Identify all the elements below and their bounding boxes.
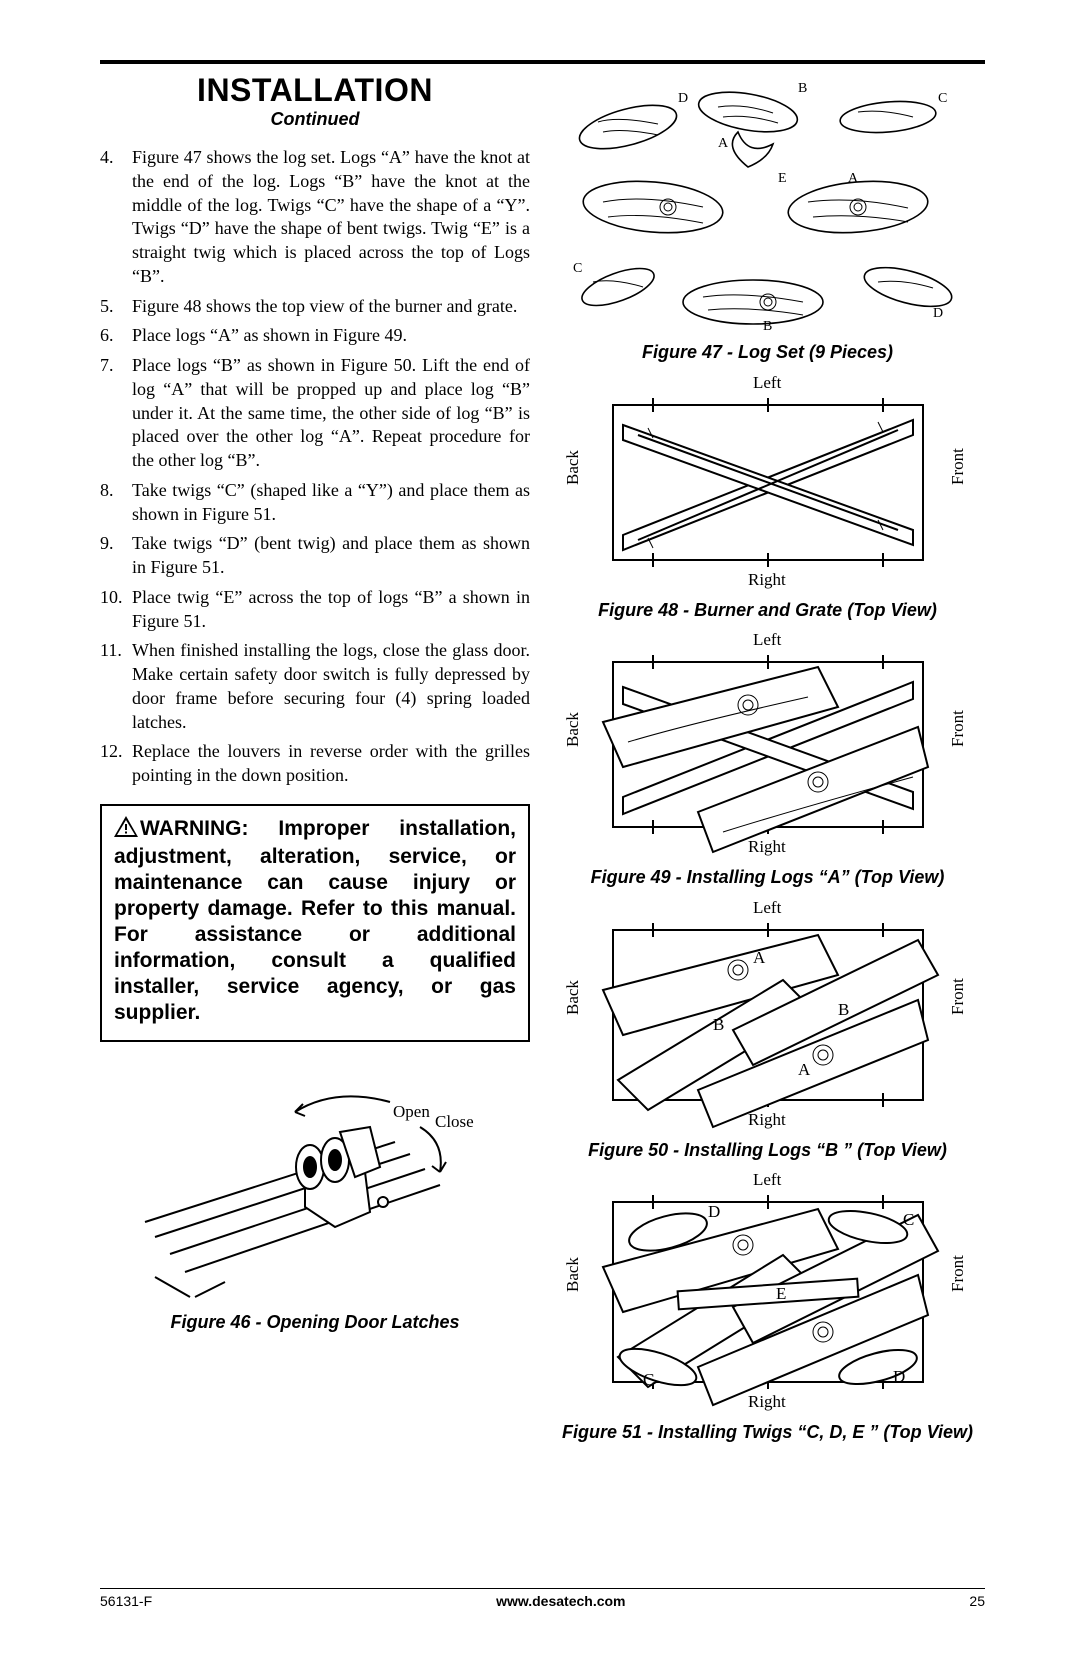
svg-text:D: D	[893, 1367, 905, 1386]
svg-text:B: B	[838, 1000, 849, 1019]
svg-text:Back: Back	[563, 449, 582, 484]
svg-text:Left: Left	[753, 373, 782, 392]
step-text: Replace the louvers in reverse order wit…	[132, 740, 530, 788]
step-text: Take twigs “C” (shaped like a “Y”) and p…	[132, 479, 530, 527]
step-8: 8.Take twigs “C” (shaped like a “Y”) and…	[100, 479, 530, 527]
step-num: 10.	[100, 586, 132, 634]
svg-text:D: D	[933, 306, 943, 321]
svg-text:B: B	[798, 81, 807, 96]
figure-48: Left Right Back Front	[550, 370, 985, 622]
svg-text:A: A	[798, 1060, 811, 1079]
section-subtitle: Continued	[100, 109, 530, 130]
step-7: 7.Place logs “B” as shown in Figure 50. …	[100, 354, 530, 473]
step-text: Figure 47 shows the log set. Logs “A” ha…	[132, 146, 530, 289]
svg-text:Right: Right	[748, 1392, 786, 1411]
svg-text:Front: Front	[948, 710, 967, 747]
page-footer: 56131-F www.desatech.com 25	[100, 1588, 985, 1609]
svg-text:A: A	[718, 136, 729, 151]
step-num: 8.	[100, 479, 132, 527]
figure-47-diagram: D A B C E A C D B	[558, 72, 978, 332]
svg-text:Back: Back	[563, 979, 582, 1014]
figure-51-caption: Figure 51 - Installing Twigs “C, D, E ” …	[550, 1421, 985, 1444]
svg-text:Right: Right	[748, 837, 786, 856]
svg-text:E: E	[776, 1284, 786, 1303]
figure-50-caption: Figure 50 - Installing Logs “B ” (Top Vi…	[550, 1139, 985, 1162]
step-text: When finished installing the logs, close…	[132, 639, 530, 734]
svg-text:B: B	[713, 1015, 724, 1034]
step-5: 5.Figure 48 shows the top view of the bu…	[100, 295, 530, 319]
svg-text:Left: Left	[753, 630, 782, 649]
svg-text:Back: Back	[563, 712, 582, 747]
step-6: 6.Place logs “A” as shown in Figure 49.	[100, 324, 530, 348]
figure-50-diagram: Left Right Back Front	[558, 895, 978, 1130]
right-column: D A B C E A C D B Figure 47 - Log Set (9…	[550, 72, 985, 1444]
step-text: Place logs “A” as shown in Figure 49.	[132, 324, 530, 348]
step-4: 4.Figure 47 shows the log set. Logs “A” …	[100, 146, 530, 289]
left-column: INSTALLATION Continued 4.Figure 47 shows…	[100, 72, 530, 1444]
section-heading: INSTALLATION	[100, 72, 530, 109]
warning-box: WARNING: Improper installa­tion, adjustm…	[100, 804, 530, 1042]
footer-right: 25	[969, 1593, 985, 1609]
open-label: Open	[393, 1102, 430, 1121]
figure-51-diagram: Left Right Back Front	[558, 1167, 978, 1412]
step-12: 12.Replace the louvers in reverse order …	[100, 740, 530, 788]
figure-46-caption: Figure 46 - Opening Door Latches	[100, 1311, 530, 1334]
figure-48-diagram: Left Right Back Front	[558, 370, 978, 590]
figure-46-diagram: Open Close	[135, 1072, 495, 1302]
step-num: 12.	[100, 740, 132, 788]
svg-text:C: C	[938, 91, 947, 106]
step-num: 7.	[100, 354, 132, 473]
svg-text:C: C	[903, 1210, 914, 1229]
top-rule	[100, 60, 985, 64]
svg-text:Right: Right	[748, 570, 786, 589]
svg-text:Left: Left	[753, 898, 782, 917]
step-num: 9.	[100, 532, 132, 580]
instruction-list: 4.Figure 47 shows the log set. Logs “A” …	[100, 146, 530, 788]
svg-text:Front: Front	[948, 447, 967, 484]
figure-47-caption: Figure 47 - Log Set (9 Pieces)	[550, 341, 985, 364]
figure-46: Open Close Figure 46 - Opening Door Latc…	[100, 1072, 530, 1334]
figure-49: Left Right Back Front	[550, 627, 985, 889]
step-text: Place logs “B” as shown in Figure 50. Li…	[132, 354, 530, 473]
svg-text:Front: Front	[948, 1255, 967, 1292]
svg-text:D: D	[708, 1202, 720, 1221]
svg-text:Left: Left	[753, 1170, 782, 1189]
figure-51: Left Right Back Front	[550, 1167, 985, 1444]
footer-center: www.desatech.com	[496, 1593, 625, 1609]
content-columns: INSTALLATION Continued 4.Figure 47 shows…	[100, 72, 985, 1444]
svg-text:A: A	[753, 948, 766, 967]
step-10: 10.Place twig “E” across the top of logs…	[100, 586, 530, 634]
svg-text:Back: Back	[563, 1257, 582, 1292]
svg-text:Right: Right	[748, 1110, 786, 1129]
step-text: Take twigs “D” (bent twig) and place the…	[132, 532, 530, 580]
warning-text: Improper installa­tion, adjustment, alte…	[114, 817, 516, 1024]
footer-left: 56131-F	[100, 1593, 152, 1609]
figure-49-diagram: Left Right Back Front	[558, 627, 978, 857]
svg-text:C: C	[643, 1370, 654, 1389]
step-num: 11.	[100, 639, 132, 734]
step-num: 6.	[100, 324, 132, 348]
figure-49-caption: Figure 49 - Installing Logs “A” (Top Vie…	[550, 866, 985, 889]
svg-text:E: E	[778, 171, 787, 186]
close-label: Close	[435, 1112, 474, 1131]
svg-text:A: A	[848, 171, 859, 186]
figure-50: Left Right Back Front	[550, 895, 985, 1162]
warning-icon	[114, 816, 138, 844]
step-num: 5.	[100, 295, 132, 319]
step-9: 9.Take twigs “D” (bent twig) and place t…	[100, 532, 530, 580]
step-text: Place twig “E” across the top of logs “B…	[132, 586, 530, 634]
svg-text:C: C	[573, 261, 582, 276]
step-text: Figure 48 shows the top view of the burn…	[132, 295, 530, 319]
svg-text:B: B	[763, 319, 772, 332]
figure-47: D A B C E A C D B Figure 47 - Log Set (9…	[550, 72, 985, 364]
svg-text:Front: Front	[948, 977, 967, 1014]
svg-text:D: D	[678, 91, 688, 106]
step-num: 4.	[100, 146, 132, 289]
figure-48-caption: Figure 48 - Burner and Grate (Top View)	[550, 599, 985, 622]
warning-label: WARNING:	[140, 817, 249, 840]
step-11: 11.When finished installing the logs, cl…	[100, 639, 530, 734]
